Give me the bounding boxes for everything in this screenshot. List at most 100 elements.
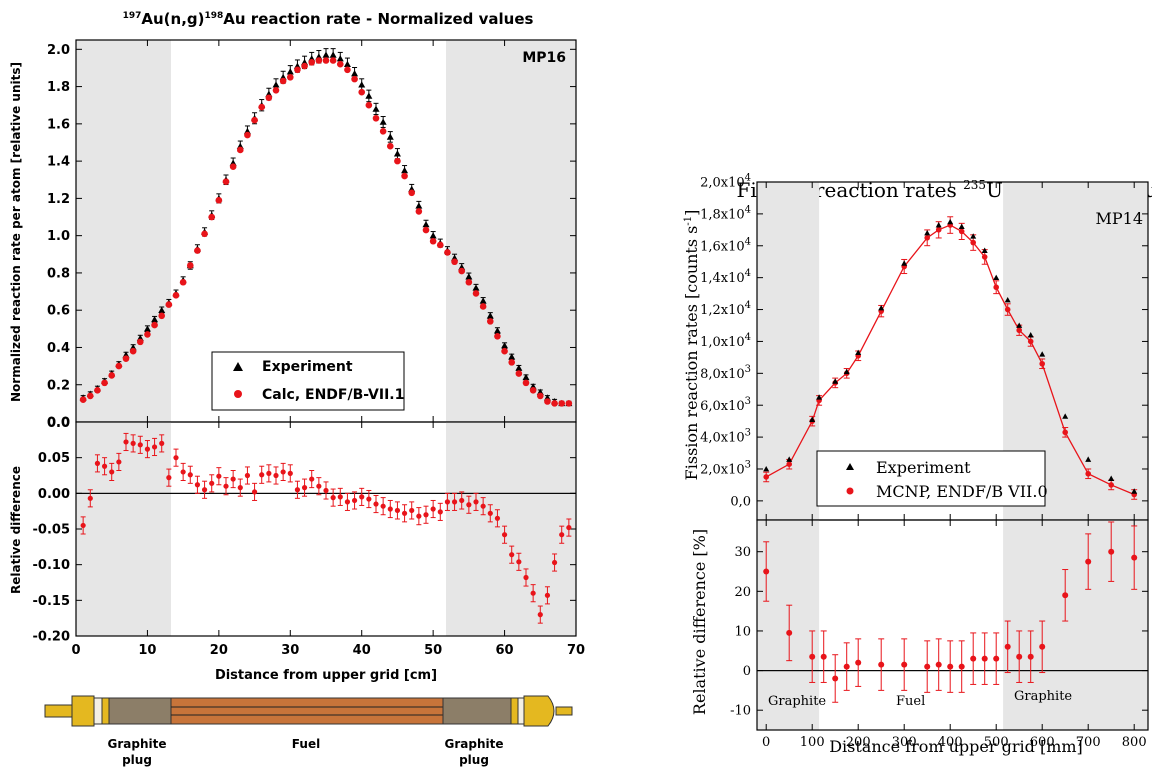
y-tick-label: 0.0	[47, 416, 70, 431]
right-region-label-graphite-2: Graphite	[1014, 689, 1072, 704]
experiment-point	[372, 105, 380, 112]
y-tick-label: 1,6x104	[700, 236, 751, 254]
calc-point	[494, 332, 501, 340]
experiment-point	[158, 306, 166, 313]
calc-point	[122, 355, 130, 362]
rod-label-graphite-left-1: Graphite	[108, 737, 167, 751]
experiment-point	[1004, 296, 1011, 303]
x-tick-label: 200	[846, 735, 871, 750]
diff-point	[230, 476, 236, 482]
experiment-point	[143, 325, 151, 332]
right-xlabel: Distance from upper grid [mm]	[829, 737, 1083, 756]
diff-point	[294, 487, 301, 493]
calc-point	[251, 116, 258, 124]
calc-point	[201, 230, 208, 238]
rod-graphite-left	[108, 697, 172, 725]
calc-point	[165, 301, 173, 308]
diff-point	[763, 568, 770, 575]
experiment-point	[1085, 456, 1092, 462]
experiment-point	[981, 247, 988, 253]
diff-point	[287, 470, 293, 476]
left-figure: 197Au(n,g)198Au reaction rate - Normaliz…	[9, 10, 585, 767]
diff-point	[509, 552, 515, 558]
experiment-point	[947, 218, 954, 225]
experiment-point	[501, 342, 509, 349]
experiment-point	[763, 465, 770, 472]
diff-point	[1085, 558, 1092, 565]
diff-point	[958, 663, 965, 670]
x-tick-label: 20	[210, 643, 228, 658]
diff-point	[359, 494, 365, 500]
calc-point	[236, 146, 244, 154]
calc-point	[194, 247, 201, 254]
calc-point	[115, 362, 123, 370]
calc-point	[451, 258, 458, 266]
calc-point	[144, 331, 151, 338]
calc-point	[565, 400, 573, 407]
diff-point	[144, 446, 151, 452]
experiment-point	[901, 260, 908, 266]
left-tag: MP16	[522, 50, 566, 66]
experiment-point	[151, 316, 159, 323]
y-tick-label: 1.2	[47, 192, 70, 207]
right-legend-experiment: Experiment	[876, 458, 971, 477]
y-tick-label: 1.4	[47, 155, 70, 170]
calc-point	[515, 370, 523, 377]
calc-point	[465, 278, 473, 286]
diff-point	[1108, 548, 1115, 555]
x-tick-label: 30	[281, 643, 299, 658]
diff-point	[855, 659, 862, 666]
calc-point	[458, 267, 466, 275]
calc-point	[79, 396, 87, 403]
mcnp-point	[1108, 482, 1114, 488]
experiment-point	[1027, 332, 1034, 338]
diff-point	[80, 522, 86, 529]
mcnp-point	[958, 228, 965, 235]
diff-point	[337, 494, 343, 500]
mcnp-point	[763, 474, 769, 480]
shaded-region	[76, 40, 171, 422]
experiment-point	[351, 70, 359, 77]
calc-point	[386, 142, 394, 150]
rod-spacer-left	[93, 697, 103, 725]
diff-point	[901, 661, 908, 668]
diff-point	[273, 472, 279, 479]
experiment-point	[515, 364, 523, 371]
diff-point	[116, 459, 122, 465]
y-tick-label: 2,0x104	[700, 173, 751, 191]
diff-point	[981, 655, 988, 662]
rod-end-plug-left	[71, 695, 95, 727]
diff-point	[151, 444, 158, 450]
diff-point	[832, 675, 839, 682]
experiment-point	[401, 166, 409, 174]
calc-point	[172, 291, 180, 299]
diff-point	[1131, 554, 1138, 561]
calc-point	[344, 66, 351, 74]
calc-point	[208, 213, 216, 221]
right-legend: Experiment MCNP, ENDF/B VII.0	[816, 450, 1048, 507]
mcnp-point	[993, 284, 999, 291]
experiment-point	[358, 81, 366, 88]
y-tick-label: 0.8	[47, 266, 70, 281]
right-top-panel: 0,0 2,0x103 4,0x103 6,0x103 8,0x103 1,0x104 1,…	[700, 173, 1149, 521]
calc-point	[158, 312, 166, 320]
diff-point	[109, 469, 115, 475]
y-tick-label: 0,0	[730, 494, 751, 509]
rod-label-fuel: Fuel	[292, 737, 320, 751]
left-bottom-panel: 0 10 20 30 40 50 60 70 -0.20 -0.15 -0.10 -0.05 0.00 0…	[33, 416, 586, 658]
y-tick-label: 1,0x104	[700, 332, 751, 350]
shaded-region	[757, 520, 820, 730]
calc-point	[286, 73, 294, 81]
mcnp-point	[1016, 327, 1022, 334]
experiment-point	[935, 222, 942, 228]
mcnp-point	[981, 254, 988, 260]
calc-point	[444, 249, 451, 256]
calc-point	[222, 178, 230, 185]
calc-point	[244, 131, 251, 139]
calc-point	[108, 372, 116, 379]
diff-point	[1027, 653, 1034, 660]
diff-point	[459, 497, 465, 504]
calc-point	[186, 262, 194, 269]
rod-label-graphite-left-2: plug	[122, 753, 152, 767]
